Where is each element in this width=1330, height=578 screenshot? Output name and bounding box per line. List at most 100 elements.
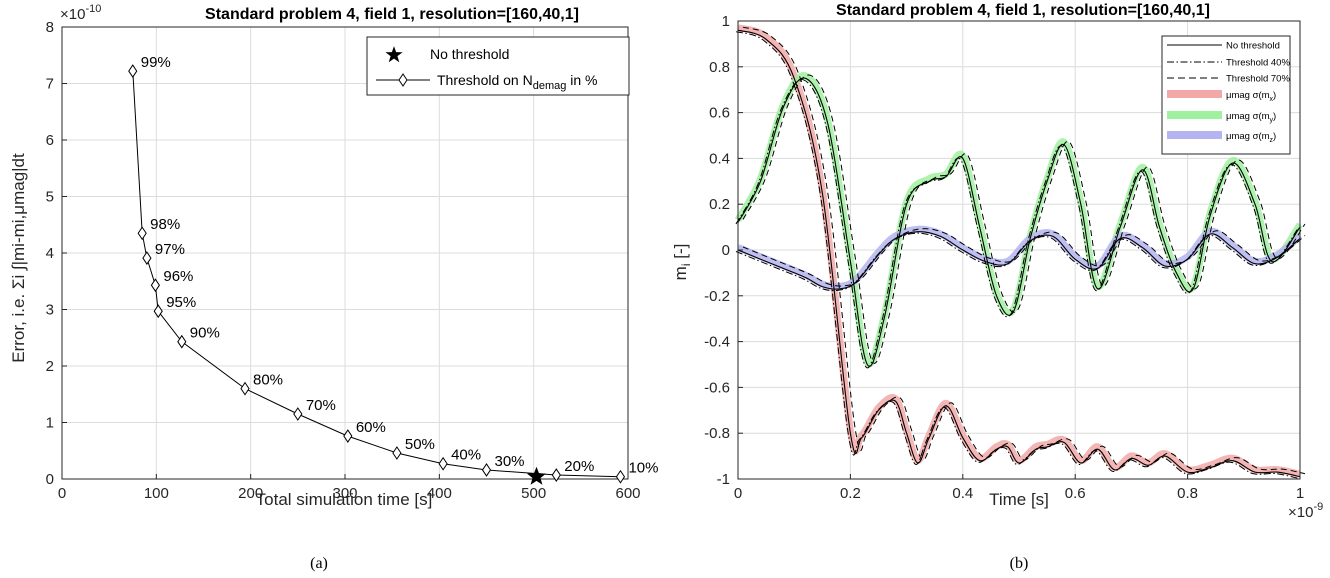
panel-b-ytick-label: -0.6 xyxy=(704,379,730,396)
panel-b-ylabel: mi [-] xyxy=(671,244,693,281)
panel-a-diamond-point xyxy=(128,64,138,78)
panel-a-ytick-label: 2 xyxy=(46,358,54,375)
panel-a-ytick-label: 0 xyxy=(46,471,54,488)
panel-b-chart: 0 0.2 0.4 0.6 0.8 1 1 0.8 0.6 0.4 0.2 0 -0.2 -0.4 -0.6… xyxy=(671,2,1323,572)
panel-a-point-label: 98% xyxy=(150,216,180,233)
panel-a-point-label: 99% xyxy=(141,54,171,71)
panel-a-point-label: 95% xyxy=(166,294,196,311)
panel-a-title: Standard problem 4, field 1, resolution=… xyxy=(205,6,579,23)
panel-b-legend-band-y xyxy=(1167,111,1222,119)
panel-a-point-label: 90% xyxy=(190,325,220,342)
panel-a-diamond-point xyxy=(293,407,303,421)
panel-b-xtick-label: 0.4 xyxy=(952,485,973,502)
panel-b-lines xyxy=(735,26,1306,479)
panel-a-exponent: ×10-10 xyxy=(60,3,101,23)
panel-a-ytick-label: 1 xyxy=(46,415,54,432)
panel-b-no-threshold-m_z xyxy=(737,231,1301,290)
panel-b-x-exponent-base: ×10 xyxy=(1288,504,1313,521)
panel-b-legend-label-sigma-z: μmag σ(mz) xyxy=(1226,131,1276,144)
panel-a-diamond-point xyxy=(438,456,448,471)
panel-b-threshold-40-m_y xyxy=(735,79,1299,369)
panel-a-point-label: 40% xyxy=(451,447,481,464)
panel-a-diamond-point xyxy=(153,304,163,319)
panel-b-ticks: 0 0.2 0.4 0.6 0.8 1 1 0.8 0.6 0.4 0.2 0 -0.2 -0.4 -0.6… xyxy=(704,13,1304,502)
panel-a-legend-star-icon xyxy=(385,46,403,63)
panel-b-ylabel-sub: i xyxy=(679,264,693,267)
panel-b-xtick-label: 1 xyxy=(1296,485,1304,502)
panel-b-legend-sigma-x-sub: x xyxy=(1270,96,1274,103)
panel-a-legend-diamond-icon xyxy=(398,73,408,87)
panel-b-ytick-label: 0.4 xyxy=(709,150,730,167)
panel-b-ytick-label: 0 xyxy=(722,242,730,259)
panel-a-xtick-label: 500 xyxy=(521,485,546,502)
panel-a-caption: (a) xyxy=(310,555,328,572)
panel-b-xlabel: Time [s] xyxy=(989,490,1049,509)
panel-a-point-label: 60% xyxy=(356,419,386,436)
panel-a-legend-text-sub: demag xyxy=(533,80,567,92)
panel-a-diamond-point xyxy=(392,446,402,460)
panel-a-diamond-point xyxy=(240,381,250,396)
panel-b-caption: (b) xyxy=(1010,555,1029,572)
panel-a-ytick-label: 5 xyxy=(46,189,54,206)
panel-b-ylabel-unit: [-] xyxy=(671,244,690,264)
panel-a-diamond-point xyxy=(343,429,353,443)
panel-b-no-threshold-m_y xyxy=(737,77,1301,367)
panel-b-threshold-70-m_y xyxy=(742,74,1306,364)
panel-a-xtick-label: 0 xyxy=(58,485,66,502)
panel-a-xtick-label: 400 xyxy=(427,485,452,502)
panel-a-diamond-point xyxy=(481,463,492,477)
panel-a-diamond-point xyxy=(142,251,152,265)
panel-b-ytick-label: 0.6 xyxy=(709,105,730,122)
panel-b-legend-sigma-y-main: μmag σ(m xyxy=(1226,111,1270,122)
panel-a-xtick-label: 600 xyxy=(615,485,640,502)
panel-a-legend-text-end: in % xyxy=(566,72,597,88)
panel-b-ytick-label: 1 xyxy=(722,13,730,30)
panel-b-x-exponent: ×10-9 xyxy=(1288,501,1323,521)
panel-b-no-threshold-m_x xyxy=(737,29,1301,478)
panel-a-diamond-point xyxy=(137,226,147,241)
panel-b-legend-sigma-z-end: ) xyxy=(1273,131,1276,142)
panel-b-legend-sigma-x-end: ) xyxy=(1273,90,1276,101)
panel-b-legend-label-threshold-70: Threshold 70% xyxy=(1226,74,1290,85)
panel-b-legend-sigma-y-end: ) xyxy=(1273,111,1276,122)
panel-b-legend-label-no-threshold: No threshold xyxy=(1226,41,1280,52)
panel-a-ytick-label: 3 xyxy=(46,302,54,319)
panel-b-legend-sigma-z-main: μmag σ(m xyxy=(1226,131,1270,142)
panel-a-point-label: 30% xyxy=(495,453,525,470)
panel-b-band-m_x xyxy=(736,24,1301,478)
panel-a-ytick-label: 8 xyxy=(46,19,54,36)
panel-a-point-label: 97% xyxy=(155,241,185,258)
panel-a-diamond-point xyxy=(150,278,160,293)
panel-a-ytick-label: 4 xyxy=(46,245,54,262)
panel-a-xtick-label: 100 xyxy=(144,485,169,502)
panel-b-xtick-label: 0 xyxy=(734,485,742,502)
panel-b-threshold-70-m_z xyxy=(742,228,1306,287)
panel-b-ytick-label: -1 xyxy=(717,471,730,488)
panel-a-legend-text-main: Threshold on N xyxy=(437,72,533,88)
panel-a-xlabel: Total simulation time [s] xyxy=(256,490,433,509)
panel-b-title: Standard problem 4, field 1, resolution=… xyxy=(836,2,1210,19)
panel-a-plot: 99% 98% 97% 96% 95% 90% 80% 70% 60% 50% 40% 30% 20% 1… xyxy=(128,54,658,485)
panel-a-ytick-label: 7 xyxy=(46,76,54,93)
panel-a-chart: 0 100 200 300 400 500 600 0 1 2 3 4 5 6 7 8 99% 98% 97% 96… xyxy=(9,3,658,572)
panel-a-xtick-label: 300 xyxy=(332,485,357,502)
panel-a-legend: No threshold Threshold on Ndemag in % xyxy=(366,36,630,96)
panel-a-point-label: 96% xyxy=(163,268,193,285)
panel-b-ylabel-main: m xyxy=(671,266,690,280)
panel-b-legend-sigma-z-sub: z xyxy=(1270,137,1274,144)
panel-a-point-label: 10% xyxy=(628,460,658,477)
panel-a-legend-label-threshold: Threshold on Ndemag in % xyxy=(437,72,597,92)
panel-b-ytick-label: 0.8 xyxy=(709,59,730,76)
panel-b-x-exponent-power: -9 xyxy=(1313,501,1323,513)
panel-b-legend-label-sigma-x: μmag σ(mx) xyxy=(1226,90,1276,103)
panel-b-legend: No threshold Threshold 40% Threshold 70%… xyxy=(1161,35,1291,155)
panel-b-legend-band-z xyxy=(1167,131,1222,139)
panel-a-point-label: 50% xyxy=(405,436,435,453)
panel-a-diamond-point xyxy=(551,468,561,482)
panel-b-threshold-40-m_x xyxy=(735,31,1299,479)
panel-a-point-label: 20% xyxy=(564,458,594,475)
panel-b-xtick-label: 0.6 xyxy=(1065,485,1086,502)
panel-b-legend-sigma-y-sub: y xyxy=(1270,117,1274,124)
panel-a-point-label: 80% xyxy=(253,372,283,389)
